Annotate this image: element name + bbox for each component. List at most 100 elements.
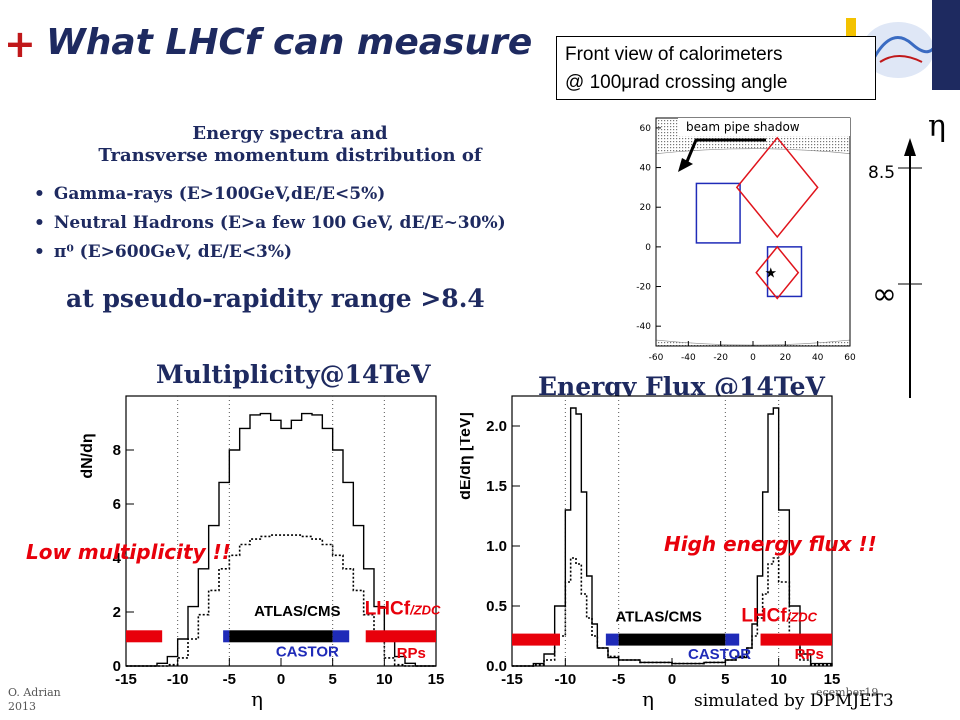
x-tick-label: 15 — [824, 671, 841, 688]
detector-label: RPs — [795, 646, 824, 663]
beam-pipe-shadow-label: beam pipe shadow — [686, 120, 800, 134]
annotation-arrow-line — [684, 138, 766, 165]
detector-bar — [332, 630, 350, 643]
y-tick-label: 2 — [113, 604, 121, 621]
beam-center-star: ★ — [765, 266, 778, 282]
plus-icon: + — [4, 22, 36, 66]
detector-bar — [223, 630, 230, 643]
y-tick-label: -20 — [636, 283, 651, 293]
series-line-solid — [126, 412, 436, 667]
detector-bar — [760, 633, 832, 646]
slide-title: What LHCf can measure — [46, 22, 533, 63]
high-energy-flux-note: High energy flux !! — [664, 532, 877, 556]
calorimeter-caption-line2: @ 100μrad crossing angle — [565, 72, 788, 93]
x-tick-label: 10 — [770, 671, 787, 688]
energy-flux-chart: -15 -10 -5 0 5 10 15 0.0 0.5 1.0 1.5 2.0 ATLAS/CMS LH… — [460, 395, 841, 711]
eta-axis-diagram: η 8.5 ∞ — [868, 109, 946, 398]
y-tick-label: 40 — [640, 164, 652, 174]
detector-bar — [605, 633, 619, 646]
y-tick-label: 0 — [645, 243, 651, 253]
x-tick-label: 5 — [721, 671, 729, 688]
annotation-background — [678, 118, 850, 136]
calorimeter-caption: Front view of calorimeters @ 100μrad cro… — [556, 36, 876, 100]
x-tick-label: 60 — [844, 353, 856, 363]
y-tick-label: 4 — [113, 550, 122, 567]
y-tick-label: 0.5 — [486, 598, 507, 615]
detector-bar — [725, 633, 740, 646]
rapidity-range-text: at pseudo-rapidity range >8.4 — [66, 284, 485, 313]
y-tick-label: 1.5 — [486, 478, 507, 495]
eta-axis-arrow — [904, 138, 916, 156]
detector-bar — [229, 630, 333, 643]
x-tick-label: -15 — [501, 671, 523, 688]
particle-list: Gamma-rays (E>100GeV,dE/E<5%) Neutral Ha… — [34, 180, 506, 267]
y-tick-label: 1.0 — [486, 538, 507, 555]
multiplicity-chart: -15 -10 -5 0 5 10 15 0 2 4 6 8 ATLAS/CMS LHCf/ZDC CAST… — [79, 395, 445, 711]
detector-bar — [512, 633, 560, 646]
y-tick-label: 8 — [113, 442, 121, 459]
x-tick-label: 15 — [428, 671, 445, 688]
y-tick-label: 20 — [640, 203, 652, 213]
detector-label: CASTOR — [276, 644, 339, 661]
x-tick-label: 0 — [668, 671, 676, 688]
measurement-subtitle: Energy spectra and Transverse momentum d… — [90, 123, 490, 167]
x-tick-label: -10 — [167, 671, 189, 688]
x-tick-label: -15 — [115, 671, 137, 688]
y-tick-label: 0.0 — [486, 658, 507, 675]
detector-bar — [618, 633, 726, 646]
x-tick-label: -5 — [612, 671, 625, 688]
calorimeter-diamond — [735, 136, 819, 239]
annotation-arrow-head — [678, 158, 693, 172]
detector-label: ATLAS/CMS — [254, 603, 340, 620]
detector-label-suffix: /ZDC — [786, 610, 818, 625]
x-tick-label: -40 — [681, 353, 696, 363]
x-tick-label: -20 — [713, 353, 728, 363]
list-item: π⁰ (E>600GeV, dE/E<3%) — [34, 238, 506, 267]
detector-label: LHCf/ZDC — [741, 606, 817, 627]
footer-author-line1: O. Adrian — [8, 686, 61, 699]
detector-label: LHCf/ZDC — [365, 599, 441, 620]
detector-label: ATLAS/CMS — [615, 609, 701, 626]
y-tick-label: 0 — [113, 658, 121, 675]
x-axis-label: η — [642, 687, 654, 711]
x-tick-label: 5 — [328, 671, 336, 688]
series-line-dotted — [126, 534, 436, 667]
calorimeter-diamond — [755, 245, 800, 300]
detector-bar — [365, 630, 436, 643]
footer-author-line2: 2013 — [8, 700, 36, 713]
eta-symbol: η — [928, 109, 946, 144]
eta-tick-label: ∞ — [872, 277, 897, 312]
calorimeter-caption-line1: Front view of calorimeters — [565, 44, 783, 65]
y-tick-label: 60 — [640, 124, 652, 134]
series-line-dotted — [512, 557, 833, 667]
subtitle-line-1: Energy spectra and — [192, 123, 388, 144]
x-tick-label: 0 — [750, 353, 756, 363]
front-view-plot: -60 -40 -20 0 20 40 60 -40 -20 0 20 40 60 ★ beam pipe … — [636, 117, 856, 363]
y-tick-label: 2.0 — [486, 418, 507, 435]
calorimeter-square — [766, 246, 803, 298]
detector-label: RPs — [397, 645, 426, 662]
logo-decoration — [846, 0, 960, 90]
y-axis-label: dN/dη — [79, 433, 96, 478]
x-tick-label: 40 — [812, 353, 824, 363]
multiplicity-chart-title: Multiplicity@14TeV — [156, 360, 431, 389]
x-tick-label: 20 — [780, 353, 792, 363]
x-tick-label: 0 — [277, 671, 285, 688]
detector-label: CASTOR — [688, 646, 751, 663]
x-tick-label: -10 — [554, 671, 576, 688]
calorimeter-square — [695, 182, 741, 244]
detector-label-suffix: /ZDC — [409, 603, 441, 618]
plot-frame — [125, 395, 437, 667]
y-tick-label: -40 — [636, 322, 651, 332]
x-tick-label: 10 — [376, 671, 393, 688]
x-tick-label: -5 — [223, 671, 236, 688]
footer-date: ecember19 — [816, 686, 879, 699]
simulation-credit: simulated by DPMJET3 — [694, 691, 894, 711]
y-tick-label: 6 — [113, 496, 121, 513]
low-multiplicity-note: Low multiplicity !! — [26, 540, 231, 564]
eta-tick-label: 8.5 — [868, 163, 895, 183]
x-axis-label: η — [251, 687, 263, 711]
detector-bar — [126, 630, 163, 643]
list-item: Gamma-rays (E>100GeV,dE/E<5%) — [34, 180, 506, 209]
y-axis-label: dE/dη [TeV] — [460, 412, 474, 500]
